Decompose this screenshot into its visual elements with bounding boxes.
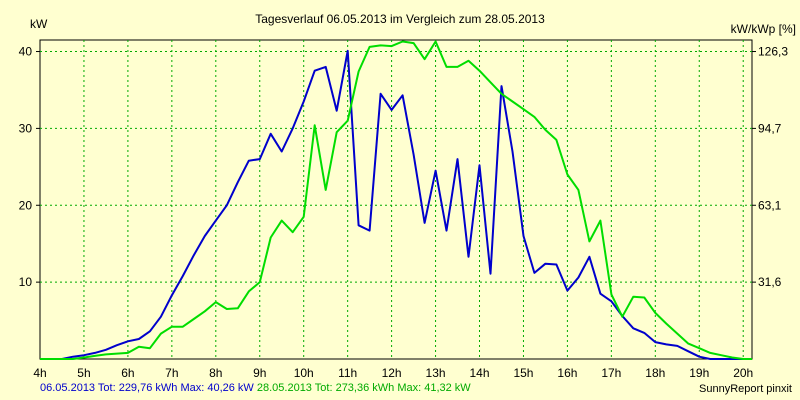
y-tick-label-left: 10 <box>19 275 33 289</box>
series-line-1 <box>40 49 744 360</box>
x-tick-label: 11h <box>338 366 357 380</box>
y-axis-label-left: kW <box>30 17 48 31</box>
y-axis-label-right: kW/kWp [%] <box>731 22 796 36</box>
footer-series-1-summary: 06.05.2013 Tot: 229,76 kWh Max: 40,26 kW <box>40 382 254 394</box>
x-tick-label: 4h <box>33 366 46 380</box>
x-tick-label: 16h <box>557 366 577 380</box>
x-tick-label: 8h <box>209 366 222 380</box>
x-tick-label: 20h <box>733 366 753 380</box>
x-tick-label: 9h <box>253 366 266 380</box>
x-tick-label: 7h <box>165 366 178 380</box>
series-line-2 <box>40 40 752 360</box>
x-tick-label: 15h <box>513 366 533 380</box>
x-tick-label: 6h <box>121 366 134 380</box>
y-tick-label-left: 30 <box>19 121 33 135</box>
y-tick-label-right: 94,7 <box>758 121 782 135</box>
footer-series-2-summary: 28.05.2013 Tot: 273,36 kWh Max: 41,32 kW <box>256 382 471 394</box>
x-tick-label: 10h <box>294 366 314 380</box>
footer-credit: SunnyReport pinxit <box>699 383 792 395</box>
x-tick-label: 5h <box>77 366 90 380</box>
x-tick-label: 14h <box>469 366 489 380</box>
x-tick-label: 18h <box>645 366 665 380</box>
y-tick-label-right: 126,3 <box>758 45 788 59</box>
plot-area <box>39 39 753 360</box>
chart-title: Tagesverlauf 06.05.2013 im Vergleich zum… <box>255 12 545 26</box>
y-tick-label-left: 40 <box>19 45 33 59</box>
x-tick-label: 17h <box>601 366 621 380</box>
chart-footer: 06.05.2013 Tot: 229,76 kWh Max: 40,26 kW… <box>40 382 471 394</box>
x-tick-label: 19h <box>689 366 709 380</box>
x-tick-label: 13h <box>426 366 446 380</box>
y-tick-label-right: 63,1 <box>758 198 782 212</box>
y-tick-label-left: 20 <box>19 198 33 212</box>
x-tick-label: 12h <box>382 366 402 380</box>
y-tick-label-right: 31,6 <box>758 275 782 289</box>
